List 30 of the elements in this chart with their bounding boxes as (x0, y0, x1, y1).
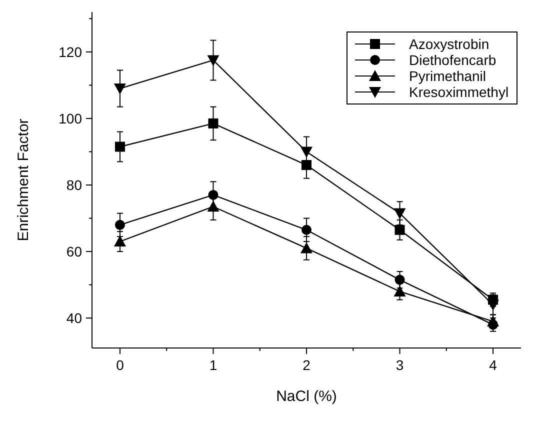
y-tick-label: 100 (58, 110, 82, 126)
point (207, 55, 220, 66)
point (207, 200, 220, 212)
legend-label: Pyrimethanil (409, 68, 486, 84)
point (114, 220, 125, 230)
point (114, 236, 126, 247)
y-axis-title: Enrichment Factor (15, 118, 32, 242)
point (114, 142, 125, 152)
point (300, 146, 312, 158)
point (394, 208, 406, 220)
y-tick-label: 80 (66, 176, 82, 193)
point (114, 84, 126, 95)
legend-label: Azoxystrobin (409, 36, 490, 52)
legend-label: Diethofencarb (409, 52, 496, 68)
point (394, 285, 406, 296)
y-tick-label: 40 (66, 310, 82, 326)
point (487, 315, 500, 326)
y-tick-label: 60 (66, 244, 82, 260)
x-tick-label: 2 (302, 357, 311, 373)
point (208, 118, 218, 128)
point (487, 300, 500, 311)
legend-label: Kresoximmethyl (409, 84, 509, 100)
x-tick-label: 0 (116, 357, 124, 373)
x-axis-title: NaCl (%) (276, 388, 337, 405)
point (302, 224, 312, 235)
x-tick-label: 1 (209, 357, 218, 373)
x-tick-label: 3 (396, 357, 404, 373)
point (302, 160, 312, 170)
x-tick-label: 4 (489, 357, 498, 373)
y-tick-label: 120 (58, 44, 82, 60)
